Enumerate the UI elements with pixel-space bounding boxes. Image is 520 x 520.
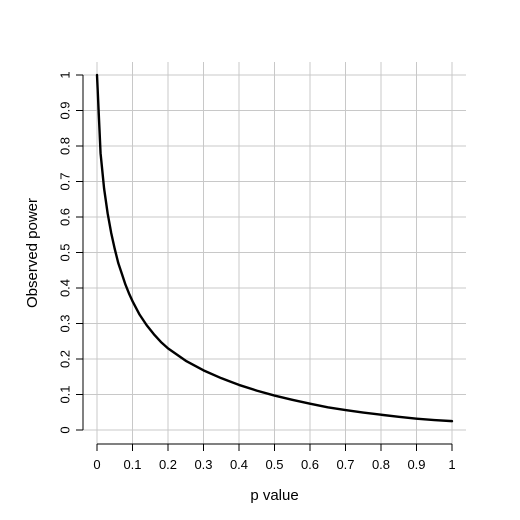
y-tick-label: 0 bbox=[57, 426, 72, 433]
x-tick-label: 0.1 bbox=[123, 457, 141, 472]
x-tick-label: 0.2 bbox=[159, 457, 177, 472]
y-tick-label: 0.4 bbox=[57, 279, 72, 297]
power-curve-line bbox=[95, 73, 454, 423]
x-tick-label: 1 bbox=[448, 457, 455, 472]
x-tick-label: 0.7 bbox=[336, 457, 354, 472]
x-tick-label: 0.8 bbox=[372, 457, 390, 472]
y-tick-label: 0.8 bbox=[57, 137, 72, 155]
x-tick-label: 0.3 bbox=[194, 457, 212, 472]
series-layer bbox=[95, 73, 454, 423]
y-tick-label: 0.2 bbox=[57, 350, 72, 368]
x-tick-label: 0.6 bbox=[301, 457, 319, 472]
x-tick-label: 0.9 bbox=[407, 457, 425, 472]
y-tick-label: 0.7 bbox=[57, 172, 72, 190]
y-axis-title: Observed power bbox=[24, 198, 41, 308]
axes: 0 0.1 0.2 0.3 0.4 0.5 0.6 0.7 0.8 0.9 1 0 0.1 0.2 0.3 0… bbox=[57, 71, 455, 472]
x-tick-label: 0.5 bbox=[265, 457, 283, 472]
x-tick-label: 0 bbox=[93, 457, 100, 472]
x-tick-label: 0.4 bbox=[230, 457, 248, 472]
y-tick-label: 1 bbox=[57, 71, 72, 78]
y-tick-label: 0.5 bbox=[57, 243, 72, 261]
x-axis-title: p value bbox=[250, 487, 298, 504]
y-tick-label: 0.9 bbox=[57, 101, 72, 119]
y-tick-label: 0.3 bbox=[57, 314, 72, 332]
grid bbox=[83, 62, 466, 444]
y-tick-label: 0.1 bbox=[57, 385, 72, 403]
y-tick-label: 0.6 bbox=[57, 208, 72, 226]
